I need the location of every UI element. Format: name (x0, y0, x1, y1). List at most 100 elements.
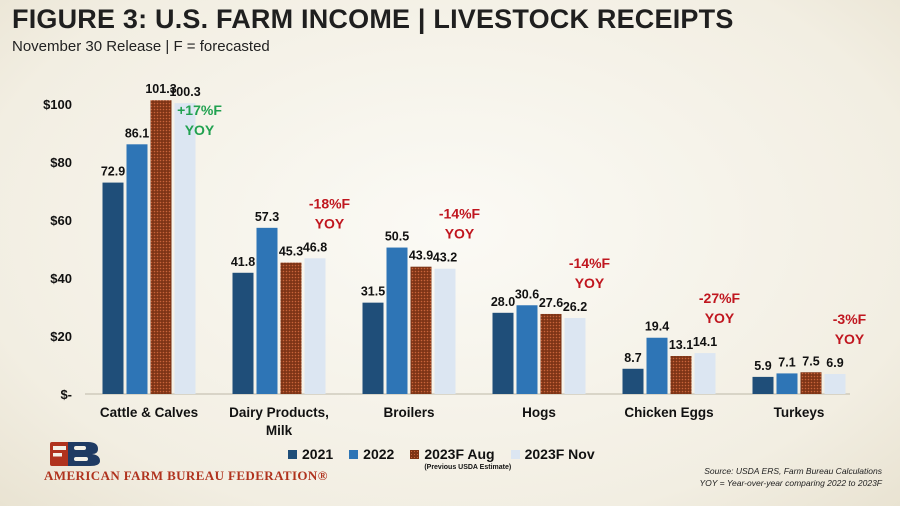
category-label: Cattle & Calves (100, 405, 198, 420)
bar-2023f-aug (410, 266, 432, 394)
brand-name: AMERICAN FARM BUREAU FEDERATION® (44, 468, 328, 483)
bar-2023f-nov (564, 318, 586, 394)
bar-2021 (102, 182, 124, 394)
bar-2022 (776, 373, 798, 394)
bar-2022 (126, 144, 148, 394)
bar-2023f-nov (434, 268, 456, 394)
category-label: Hogs (522, 405, 556, 420)
legend-swatch (288, 449, 297, 459)
bar-2023f-nov (694, 353, 716, 394)
bar-2023f-nov (174, 103, 196, 394)
legend-item: 2022 (349, 446, 394, 462)
data-label: 26.2 (563, 300, 587, 314)
data-label: 30.6 (515, 287, 539, 301)
source-line: Source: USDA ERS, Farm Bureau Calculatio… (704, 466, 882, 476)
data-label: 57.3 (255, 210, 279, 224)
data-label: 31.5 (361, 285, 385, 299)
data-label: 8.7 (624, 351, 641, 365)
bar-2021 (492, 312, 514, 394)
farm-bureau-logo (50, 442, 100, 466)
yoy-annotation: YOY (835, 331, 865, 347)
yoy-annotation: +17%F (177, 102, 222, 118)
yoy-definition: YOY = Year-over-year comparing 2022 to 2… (699, 478, 882, 488)
bar-2022 (646, 337, 668, 394)
legend-item: 2021 (288, 446, 333, 462)
legend-swatch (510, 449, 520, 459)
data-label: 43.9 (409, 249, 433, 263)
yoy-annotation: -14%F (569, 255, 611, 271)
data-label: 5.9 (754, 359, 771, 373)
category-label: Chicken Eggs (624, 405, 713, 420)
data-label: 100.3 (169, 85, 200, 99)
data-label: 7.1 (778, 355, 795, 369)
data-label: 41.8 (231, 255, 255, 269)
bar-2022 (386, 247, 408, 394)
legend-item: 2023F Nov (510, 446, 595, 462)
data-label: 72.9 (101, 165, 125, 179)
legend-label: 2023F Aug (424, 446, 495, 462)
yoy-annotation: YOY (185, 122, 215, 138)
y-tick-label: $20 (50, 329, 72, 344)
legend-swatch (349, 449, 359, 459)
yoy-annotation: -18%F (309, 195, 351, 211)
data-label: 45.3 (279, 245, 303, 259)
data-label: 43.2 (433, 251, 457, 265)
y-tick-label: $- (60, 387, 72, 402)
bar-2022 (516, 305, 538, 394)
data-label: 101.3 (145, 82, 176, 96)
y-tick-label: $80 (50, 155, 72, 170)
bar-2021 (232, 272, 254, 394)
legend: 2021 2022 2023F Aug (Previous USDA Estimate… (288, 446, 595, 471)
bar-2022 (256, 227, 278, 394)
yoy-annotation: -3%F (833, 311, 867, 327)
y-tick-label: $40 (50, 271, 72, 286)
data-label: 50.5 (385, 230, 409, 244)
bar-2023f-aug (280, 262, 302, 394)
source-note: Source: USDA ERS, Farm Bureau Calculatio… (700, 465, 882, 489)
data-label: 7.5 (802, 354, 819, 368)
data-label: 13.1 (669, 338, 693, 352)
page-subtitle: November 30 Release | F = forecasted (12, 38, 270, 55)
category-label: Dairy Products, (229, 405, 329, 420)
data-label: 46.8 (303, 240, 327, 254)
page-title: FIGURE 3: U.S. FARM INCOME | LIVESTOCK R… (12, 4, 734, 34)
yoy-annotation: YOY (445, 226, 475, 242)
yoy-annotation: YOY (705, 310, 735, 326)
bar-2023f-aug (150, 100, 172, 394)
yoy-annotation: YOY (315, 215, 345, 231)
bars (102, 100, 846, 394)
bar-2021 (362, 302, 384, 394)
bar-2023f-aug (540, 313, 562, 394)
bar-2023f-aug (800, 372, 822, 394)
legend-item: 2023F Aug (Previous USDA Estimate) (410, 446, 511, 471)
data-label: 14.1 (693, 335, 717, 349)
yoy-annotation: -27%F (699, 290, 741, 306)
bar-2021 (622, 368, 644, 394)
y-tick-label: $60 (50, 213, 72, 228)
data-label: 28.0 (491, 295, 515, 309)
legend-label: 2021 (302, 446, 334, 462)
data-label: 27.6 (539, 296, 563, 310)
y-tick-label: $100 (43, 97, 72, 112)
yoy-annotation: YOY (575, 275, 605, 291)
category-label: Milk (266, 423, 293, 438)
annotations: +17%F YOY -18%F YOY -14%F YOY -14%F YOY -27%F YOY… (177, 102, 867, 347)
legend-label: 2022 (363, 446, 395, 462)
data-label: 86.1 (125, 126, 149, 140)
legend-note: (Previous USDA Estimate) (424, 464, 512, 471)
yoy-annotation: -14%F (439, 206, 481, 222)
legend-label: 2023F Nov (524, 446, 595, 462)
x-axis: Cattle & Calves Dairy Products, Milk Broile… (100, 405, 825, 438)
data-label: 19.4 (645, 320, 669, 334)
category-label: Broilers (383, 405, 434, 420)
category-label: Turkeys (774, 405, 825, 420)
bar-2023f-nov (824, 373, 846, 394)
legend-swatch (410, 449, 420, 459)
bar-2021 (752, 376, 774, 394)
y-axis: $- $20 $40 $60 $80 $100 (43, 97, 850, 402)
bar-2023f-aug (670, 356, 692, 394)
data-label: 6.9 (826, 356, 843, 370)
